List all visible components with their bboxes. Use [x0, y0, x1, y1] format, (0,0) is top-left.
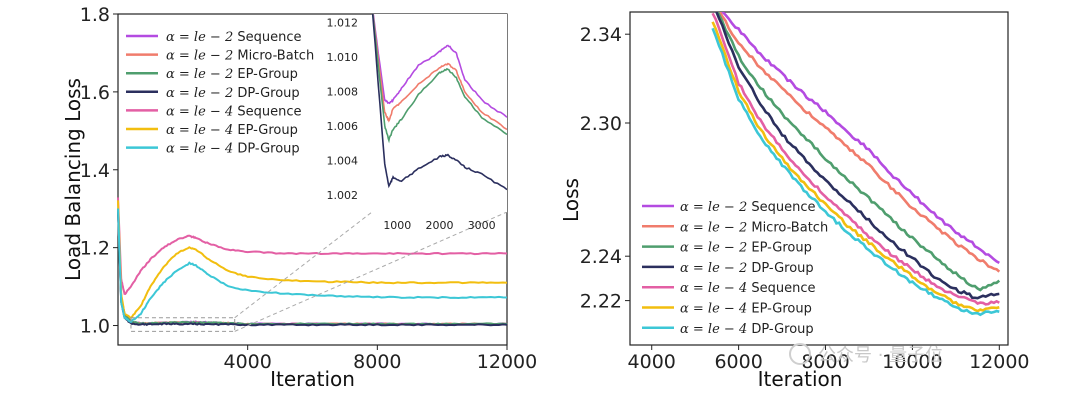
y-tick-label: 2.22 [580, 291, 622, 313]
x-tick-label: 8000 [801, 351, 849, 373]
load-balancing-loss-chart: 1.0 1.2 1.4 1.6 1.8 4000 8000 12000 Iteration Loa… [61, 4, 537, 391]
legend-label: α = le − 2 Sequence [680, 200, 815, 215]
inset-y-tick-label: 1.002 [327, 189, 359, 202]
inset-series-line [372, 14, 507, 191]
x-tick-label: 4000 [223, 351, 271, 373]
zoom-region-box [130, 317, 236, 332]
legend-label: α = le − 4 EP-Group [166, 123, 298, 138]
x-tick-label: 10000 [882, 351, 942, 373]
inset-series-line [372, 14, 507, 118]
x-tick-label: 6000 [714, 351, 762, 373]
series-line [718, 12, 1001, 273]
inset-y-tick-label: 1.004 [327, 154, 359, 167]
watermark-text: 公众号 · 量子位 [818, 345, 943, 366]
x-tick-label: 12000 [969, 351, 1029, 373]
zoom-connector-line [234, 211, 508, 332]
legend-label: α = le − 2 DP-Group [166, 86, 300, 101]
inset-y-tick-label: 1.012 [327, 17, 359, 30]
legend-label: α = le − 4 EP-Group [680, 302, 812, 317]
y-axis-label: Load Balancing Loss [61, 78, 85, 281]
inset-y-tick-label: 1.006 [327, 120, 359, 133]
y-tick-label: 1.8 [80, 4, 110, 26]
series-line [117, 197, 508, 295]
y-tick-label: 1.4 [80, 160, 110, 182]
wechat-icon [789, 343, 811, 365]
x-tick-label: 8000 [353, 351, 401, 373]
legend-label: α = le − 4 Sequence [166, 104, 301, 119]
series-line [117, 208, 508, 324]
inset-y-tick-label: 1.010 [327, 51, 359, 64]
series-line [711, 12, 1000, 306]
x-tick-label: 12000 [477, 351, 537, 373]
watermark: 公众号 · 量子位 [789, 343, 943, 366]
legend-label: α = le − 2 DP-Group [680, 261, 814, 276]
series-line [117, 200, 508, 319]
y-tick-label: 2.34 [580, 24, 622, 46]
legend-label: α = le − 4 Sequence [680, 281, 815, 296]
right-plot-area [711, 12, 1001, 317]
series-line [715, 12, 1000, 300]
x-axis-label: Iteration [270, 367, 355, 391]
y-tick-label: 1.6 [80, 82, 110, 104]
legend-label: α = le − 2 EP-Group [166, 67, 298, 82]
legend-label: α = le − 2 Sequence [166, 30, 301, 45]
legend-label: α = le − 2 EP-Group [680, 241, 812, 256]
series-line [711, 27, 1000, 317]
zoom-connector-line [234, 211, 373, 319]
inset-series-line [372, 14, 507, 131]
inset-series-line [372, 14, 507, 144]
y-tick-label: 2.30 [580, 113, 622, 135]
legend-label: α = le − 4 DP-Group [166, 142, 300, 157]
inset-zoom-chart: 1.002 1.004 1.006 1.008 1.010 1.012 1000 2000 30… [327, 14, 507, 232]
y-tick-label: 1.2 [80, 238, 110, 260]
y-tick-label: 1.0 [80, 316, 110, 338]
loss-chart: 2.22 2.24 2.30 2.34 4000 6000 8000 10000 12000 It… [559, 11, 1030, 391]
y-tick-label: 2.24 [580, 246, 622, 268]
series-line [720, 12, 1000, 265]
inset-x-tick-label: 1000 [383, 219, 411, 232]
x-tick-label: 4000 [628, 351, 676, 373]
inset-plot-area [372, 14, 507, 191]
legend-label: α = le − 2 Micro-Batch [680, 220, 828, 235]
series-line [117, 208, 508, 327]
inset-x-tick-label: 2000 [426, 219, 454, 232]
y-axis-label: Loss [559, 178, 583, 222]
inset-y-tick-label: 1.008 [327, 85, 359, 98]
legend-label: α = le − 2 Micro-Batch [166, 49, 314, 64]
series-line [716, 12, 1001, 292]
series-line [711, 21, 1000, 313]
inset-x-tick-label: 3000 [468, 219, 496, 232]
legend-label: α = le − 4 DP-Group [680, 322, 814, 337]
right-axes-frame [629, 11, 1009, 346]
x-axis-label: Iteration [758, 367, 843, 391]
